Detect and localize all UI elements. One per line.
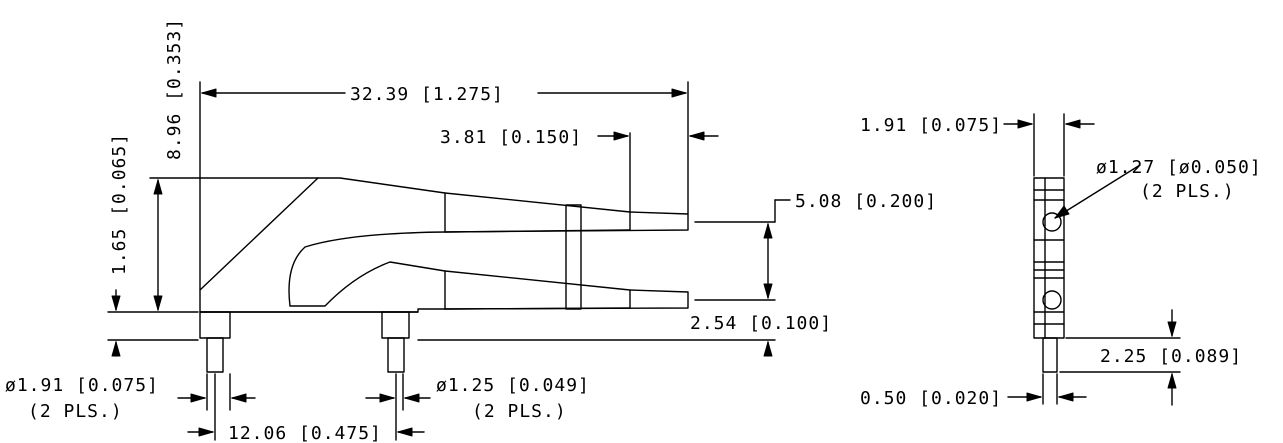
side-pin-length-label: 2.25 [0.089] xyxy=(1100,346,1242,367)
dim-pin-small: ø1.25 [0.049] (2 PLS.) xyxy=(365,373,590,441)
right-pin-collar xyxy=(381,311,410,339)
lower-prong-inner-line xyxy=(444,307,631,310)
arrow-up xyxy=(153,179,163,195)
tip-length-label: 3.81 [0.150] xyxy=(440,127,582,148)
arrow-right xyxy=(379,393,395,403)
overall-length-label: 32.39 [1.275] xyxy=(350,84,504,105)
lower-hole xyxy=(1042,290,1062,310)
side-pin-width-label: 0.50 [0.020] xyxy=(860,388,1002,409)
arrow-right xyxy=(613,131,629,141)
arrow-right xyxy=(198,427,214,437)
height-to-bend-label: 1.65 [0.065] xyxy=(109,133,130,275)
pin-large-dia-label: ø1.91 [0.075] xyxy=(5,375,159,396)
base-offset-label: 2.54 [0.100] xyxy=(690,313,832,334)
arrow-down xyxy=(763,283,773,299)
arrow-left xyxy=(1058,392,1074,402)
pin-small-qty-label: (2 PLS.) xyxy=(472,401,567,422)
front-view-body-outline xyxy=(199,177,689,313)
side-view xyxy=(1033,177,1065,373)
arrow-leader xyxy=(1054,205,1070,219)
pin-large-qty-label: (2 PLS.) xyxy=(28,401,123,422)
dim-side-pin-width: 0.50 [0.020] xyxy=(860,373,1087,409)
dim-height-to-bend: 1.65 [0.065] xyxy=(107,133,199,357)
arrow-right xyxy=(1026,392,1042,402)
dim-hole: ø1.27 [ø0.050] (2 PLS.) xyxy=(1054,157,1262,219)
arrow-down xyxy=(1167,321,1177,337)
hole-dia-label: ø1.27 [ø0.050] xyxy=(1096,157,1262,178)
arrow-left xyxy=(689,131,705,141)
front-view xyxy=(199,177,689,373)
dim-side-thickness: 1.91 [0.075] xyxy=(860,113,1095,177)
arrow-up xyxy=(111,341,121,357)
arrow-right xyxy=(190,393,206,403)
arrow-up xyxy=(763,223,773,239)
arrow-left xyxy=(201,88,217,98)
upper-hole xyxy=(1042,212,1062,232)
dim-tip-length: 3.81 [0.150] xyxy=(440,127,719,213)
upper-prong-inner-line xyxy=(444,229,631,233)
dim-pin-spacing: 12.06 [0.475] xyxy=(187,373,425,443)
dim-pin-large: ø1.91 [0.075] (2 PLS.) xyxy=(5,373,256,422)
dim-overall-height: 8.96 [0.353] xyxy=(107,18,319,313)
leader-line xyxy=(1054,164,1141,219)
pin-spacing-label: 12.06 [0.475] xyxy=(228,423,382,443)
prong-spacing-label: 5.08 [0.200] xyxy=(795,191,937,212)
arrow-right xyxy=(671,88,687,98)
hole-qty-label: (2 PLS.) xyxy=(1140,181,1235,202)
side-view-body xyxy=(1033,177,1065,339)
arrow-left xyxy=(397,427,413,437)
right-pin xyxy=(387,337,405,373)
dim-side-pin-length: 2.25 [0.089] xyxy=(1059,309,1242,406)
arrow-down xyxy=(153,295,163,311)
dim-base-offset: 2.54 [0.100] xyxy=(417,313,832,357)
arrow-left xyxy=(404,393,420,403)
arrow-left xyxy=(231,393,247,403)
side-thickness-label: 1.91 [0.075] xyxy=(860,115,1002,136)
crossbar xyxy=(565,204,582,310)
arrow-up xyxy=(763,341,773,357)
pin-small-dia-label: ø1.25 [0.049] xyxy=(436,375,590,396)
arrow-right xyxy=(1017,119,1033,129)
left-pin-collar xyxy=(199,311,231,339)
dim-overall-length: 32.39 [1.275] xyxy=(199,81,689,291)
overall-height-label: 8.96 [0.353] xyxy=(164,18,185,160)
dim-prong-spacing: 5.08 [0.200] xyxy=(694,191,937,301)
arrow-down xyxy=(111,295,121,311)
arrow-up xyxy=(1167,373,1177,389)
left-pin xyxy=(206,337,224,373)
side-view-pin xyxy=(1042,337,1058,373)
arrow-left xyxy=(1065,119,1081,129)
